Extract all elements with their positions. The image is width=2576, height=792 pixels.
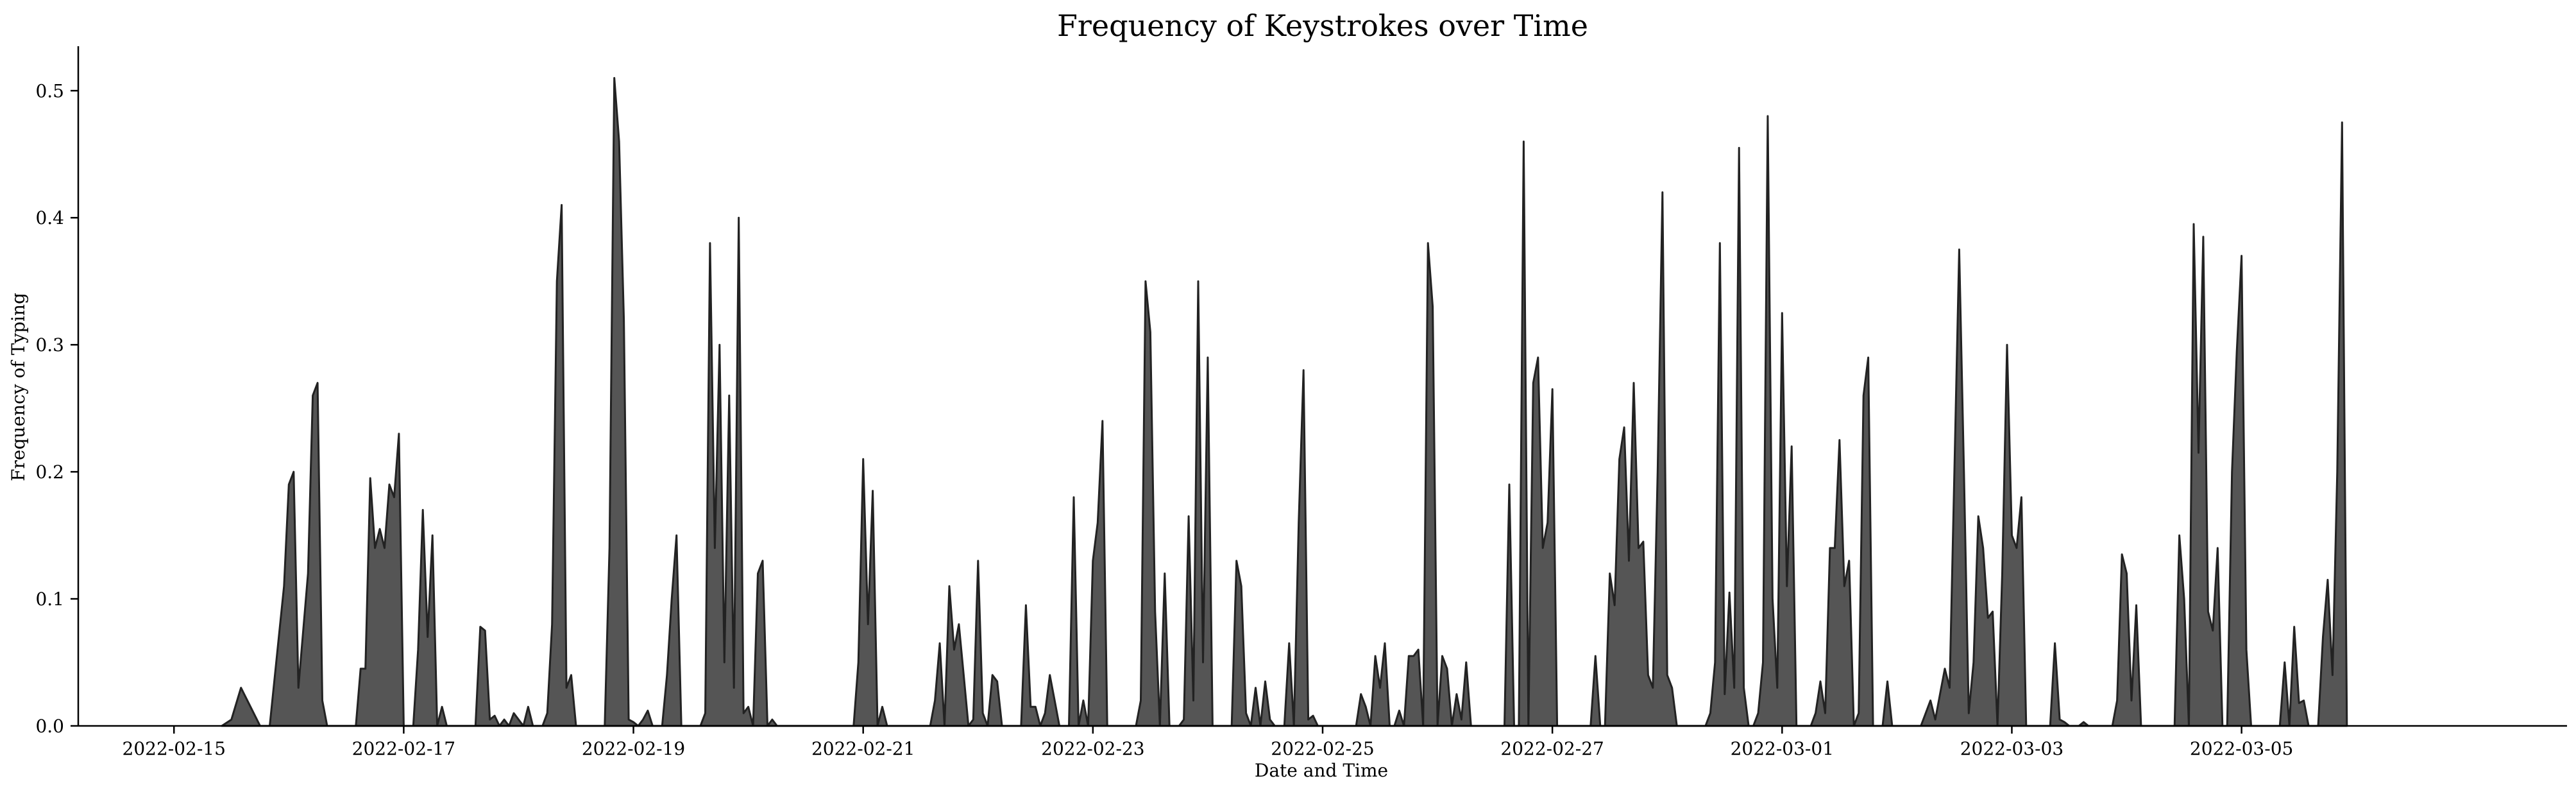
x-axis-ticks: 2022-02-15 2022-02-17 2022-02-19 2022-02-21… [123,726,2293,759]
x-tick-label: 2022-02-21 [811,738,915,759]
x-tick-label: 2022-03-05 [2190,738,2293,759]
y-tick-label: 0.5 [35,80,64,101]
x-tick-label: 2022-02-15 [123,738,226,759]
y-tick-label: 0.0 [35,716,64,737]
y-tick-label: 0.2 [35,461,64,483]
y-axis-label: Frequency of Typing [8,293,29,481]
area-layer [221,77,2348,727]
y-axis-ticks: 0.0 0.1 0.2 0.3 0.4 0.5 [35,80,78,737]
x-tick-label: 2022-02-27 [1500,738,1604,759]
x-tick-label: 2022-02-17 [352,738,455,759]
y-tick-label: 0.3 [35,334,64,356]
area-series-0 [221,77,2348,727]
x-tick-label: 2022-02-25 [1271,738,1374,759]
y-tick-label: 0.4 [35,207,64,228]
x-tick-label: 2022-03-01 [1731,738,1834,759]
x-tick-label: 2022-03-03 [1960,738,2063,759]
x-tick-label: 2022-02-19 [582,738,685,759]
x-tick-label: 2022-02-23 [1041,738,1144,759]
chart-title: Frequency of Keystrokes over Time [1057,8,1588,43]
x-axis-label: Date and Time [1255,760,1388,781]
y-tick-label: 0.1 [35,589,64,610]
